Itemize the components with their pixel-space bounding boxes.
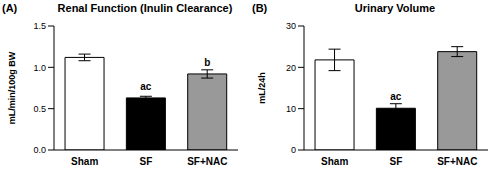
- svg-text:mL/24h: mL/24h: [257, 72, 267, 104]
- svg-text:SF: SF: [140, 156, 153, 167]
- svg-text:20: 20: [286, 63, 296, 73]
- html-text:Urinary Volume: Urinary Volume: [354, 2, 436, 14]
- svg-text:SF: SF: [390, 156, 403, 167]
- svg-text:b: b: [204, 57, 210, 68]
- svg-text:SF+NAC: SF+NAC: [437, 156, 477, 167]
- html-text:Renal Function (Inulin Clearan: Renal Function (Inulin Clearance): [57, 2, 233, 14]
- html-text:(B): (B): [252, 2, 268, 14]
- svg-text:Sham: Sham: [71, 156, 98, 167]
- svg-text:10: 10: [286, 104, 296, 114]
- svg-text:0: 0: [291, 145, 296, 155]
- svg-text:0.5: 0.5: [33, 104, 46, 114]
- svg-text:1.0: 1.0: [33, 63, 46, 73]
- svg-text:SF+NAC: SF+NAC: [187, 156, 227, 167]
- svg-text:Sham: Sham: [321, 156, 348, 167]
- svg-text:ac: ac: [390, 91, 402, 102]
- svg-text:0.0: 0.0: [33, 145, 46, 155]
- svg-text:mL/min/100g BW: mL/min/100g BW: [8, 51, 17, 124]
- svg-text:1.5: 1.5: [33, 21, 46, 31]
- svg-text:ac: ac: [140, 81, 152, 92]
- html-text:(A): (A): [2, 2, 18, 14]
- svg-text:30: 30: [286, 21, 296, 31]
